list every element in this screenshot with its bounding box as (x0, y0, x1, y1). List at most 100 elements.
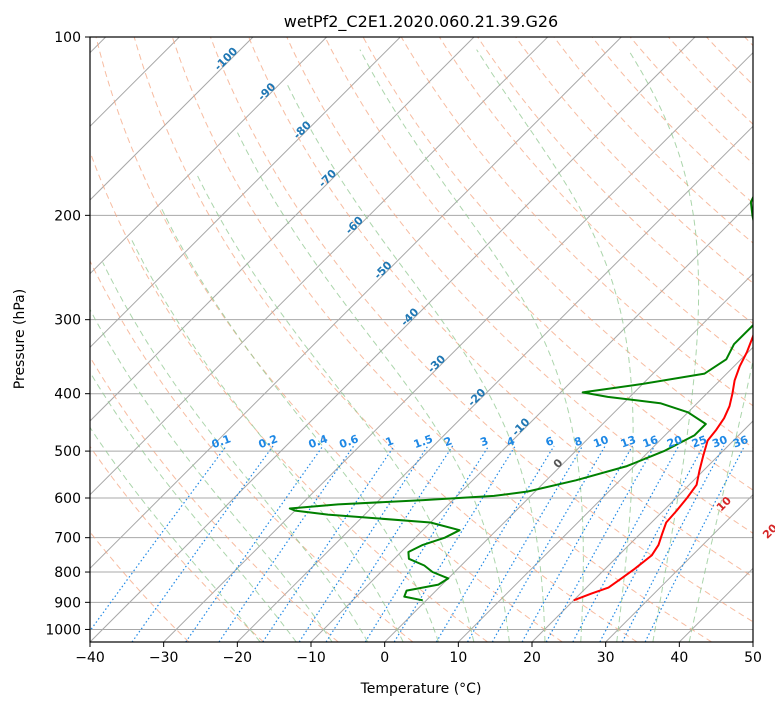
dry-adiabat-line (286, 37, 753, 534)
mixing-ratio-label: 8 (572, 434, 584, 449)
background-lines (90, 37, 753, 642)
isotherm-line (90, 37, 254, 201)
y-tick-label: 600 (54, 491, 81, 507)
adiabat-labels: 0.1 0.2 0.4 0.6 1 1.5 2 3 4 6 8 10 13 16 20 25 30 36-100-… (210, 44, 775, 541)
dry-adiabat-line (591, 37, 753, 204)
x-tick-label: 30 (597, 650, 615, 666)
dry-adiabat-line (668, 37, 753, 125)
moist-adiabat-line (286, 83, 546, 642)
isotherm-line (90, 37, 622, 570)
isotherm-line (90, 37, 475, 422)
dry-adiabat-line (171, 37, 712, 642)
moist-adiabat-line (688, 358, 753, 642)
mixing-ratio-label: 0.2 (257, 432, 280, 451)
dry-adiabat-line (90, 150, 488, 642)
y-tick-label: 900 (54, 595, 81, 611)
mixing-ratio-line (262, 445, 395, 642)
moist-adiabat-line (131, 239, 404, 642)
dry-adiabat-label: -20 (465, 386, 488, 409)
mixing-ratio-label: 1 (384, 434, 396, 449)
dry-adiabat-line (744, 37, 753, 47)
chart-title: wetPf2_C2E1.2020.060.21.39.G26 (284, 12, 558, 32)
y-tick-label: 700 (54, 531, 81, 547)
mixing-ratio-line (545, 445, 656, 642)
mixing-ratio-label: 6 (544, 434, 556, 449)
dry-adiabat-line (324, 37, 753, 491)
mixing-ratio-label: 30 (710, 433, 729, 451)
mixing-ratio-label: 4 (505, 434, 517, 449)
mixing-ratio-line (572, 445, 680, 642)
dry-adiabat-line (95, 37, 563, 642)
isotherm-line (90, 37, 401, 349)
dry-adiabat-label: -10 (509, 415, 532, 438)
dry-adiabat-label: -80 (291, 118, 314, 141)
isotherm-line (384, 272, 753, 642)
y-tick-label: 500 (54, 444, 81, 460)
mixing-ratio-lines (90, 445, 746, 642)
y-tick-label: 300 (54, 313, 81, 329)
y-tick-label: 800 (54, 565, 81, 581)
dry-adiabat-label: -100 (212, 44, 241, 73)
moist-adiabat-label: 20 (760, 521, 775, 541)
moist-adiabat-line (102, 262, 369, 642)
mixing-ratio-line (393, 445, 516, 642)
dry-adiabat-label: -70 (316, 167, 339, 190)
mixing-ratio-label: 16 (641, 433, 660, 451)
isotherm-line (310, 199, 753, 642)
y-tick-label: 1000 (45, 622, 81, 638)
moist-adiabat-line (195, 173, 475, 642)
mixing-ratio-line (599, 445, 704, 642)
dry-adiabat-line (90, 445, 264, 642)
x-tick-label: −40 (75, 650, 105, 666)
mixing-ratio-label: 20 (665, 433, 684, 451)
mixing-ratio-line (435, 445, 555, 642)
mixing-ratio-label: 36 (731, 433, 750, 451)
dry-adiabat-label: -90 (255, 80, 278, 103)
mixing-ratio-label: 2 (442, 434, 454, 449)
mixing-ratio-label: 0.4 (307, 432, 330, 451)
x-tick-label: 40 (670, 650, 688, 666)
y-tick-label: 400 (54, 387, 81, 403)
mixing-ratio-line (185, 445, 324, 642)
x-tick-label: −30 (149, 650, 179, 666)
dry-adiabat-label: -50 (371, 258, 394, 281)
isotherm-line (752, 641, 753, 642)
y-tick-label: 100 (54, 30, 81, 46)
moist-adiabat-line (90, 371, 297, 642)
mixing-ratio-line (644, 445, 746, 642)
mixing-ratio-line (621, 445, 725, 642)
x-tick-label: 20 (523, 650, 541, 666)
mixing-ratio-line (131, 445, 274, 642)
dry-adiabat-line (133, 37, 638, 642)
dry-adiabat-line (706, 37, 753, 86)
isotherm-line (457, 346, 753, 642)
x-tick-label: −10 (296, 650, 326, 666)
isotherm-line (163, 51, 753, 642)
moist-adiabat-line (90, 426, 261, 642)
mixing-ratio-label: 13 (619, 433, 638, 450)
dry-adiabat-line (90, 531, 190, 642)
sounding-profiles (288, 195, 753, 602)
x-tick-label: 10 (449, 650, 467, 666)
mixing-ratio-label: 25 (690, 433, 709, 450)
x-tick-label: −20 (223, 650, 253, 666)
dewpoint-line (288, 195, 753, 602)
mixing-ratio-label: 1.5 (412, 432, 435, 451)
moist-adiabat-line (359, 49, 584, 642)
x-tick-label: 0 (380, 650, 389, 666)
mixing-ratio-line (325, 445, 454, 642)
isotherm-line (90, 37, 549, 496)
mixing-ratio-line (298, 445, 429, 642)
y-tick-label: 200 (54, 208, 81, 224)
dry-adiabat-label: -40 (398, 305, 421, 328)
isotherm-line (236, 125, 753, 642)
moist-adiabat-line (161, 208, 439, 642)
moist-adiabat-line (90, 308, 333, 642)
dry-adiabat-label: -30 (425, 352, 448, 375)
temperature-line (573, 333, 753, 602)
isotherm-line (605, 493, 753, 642)
x-axis-title: Temperature (°C) (360, 681, 482, 697)
plot-frame (89, 36, 754, 643)
mixing-ratio-label: 3 (478, 434, 490, 449)
mixing-ratio-label: 0.1 (210, 432, 233, 451)
